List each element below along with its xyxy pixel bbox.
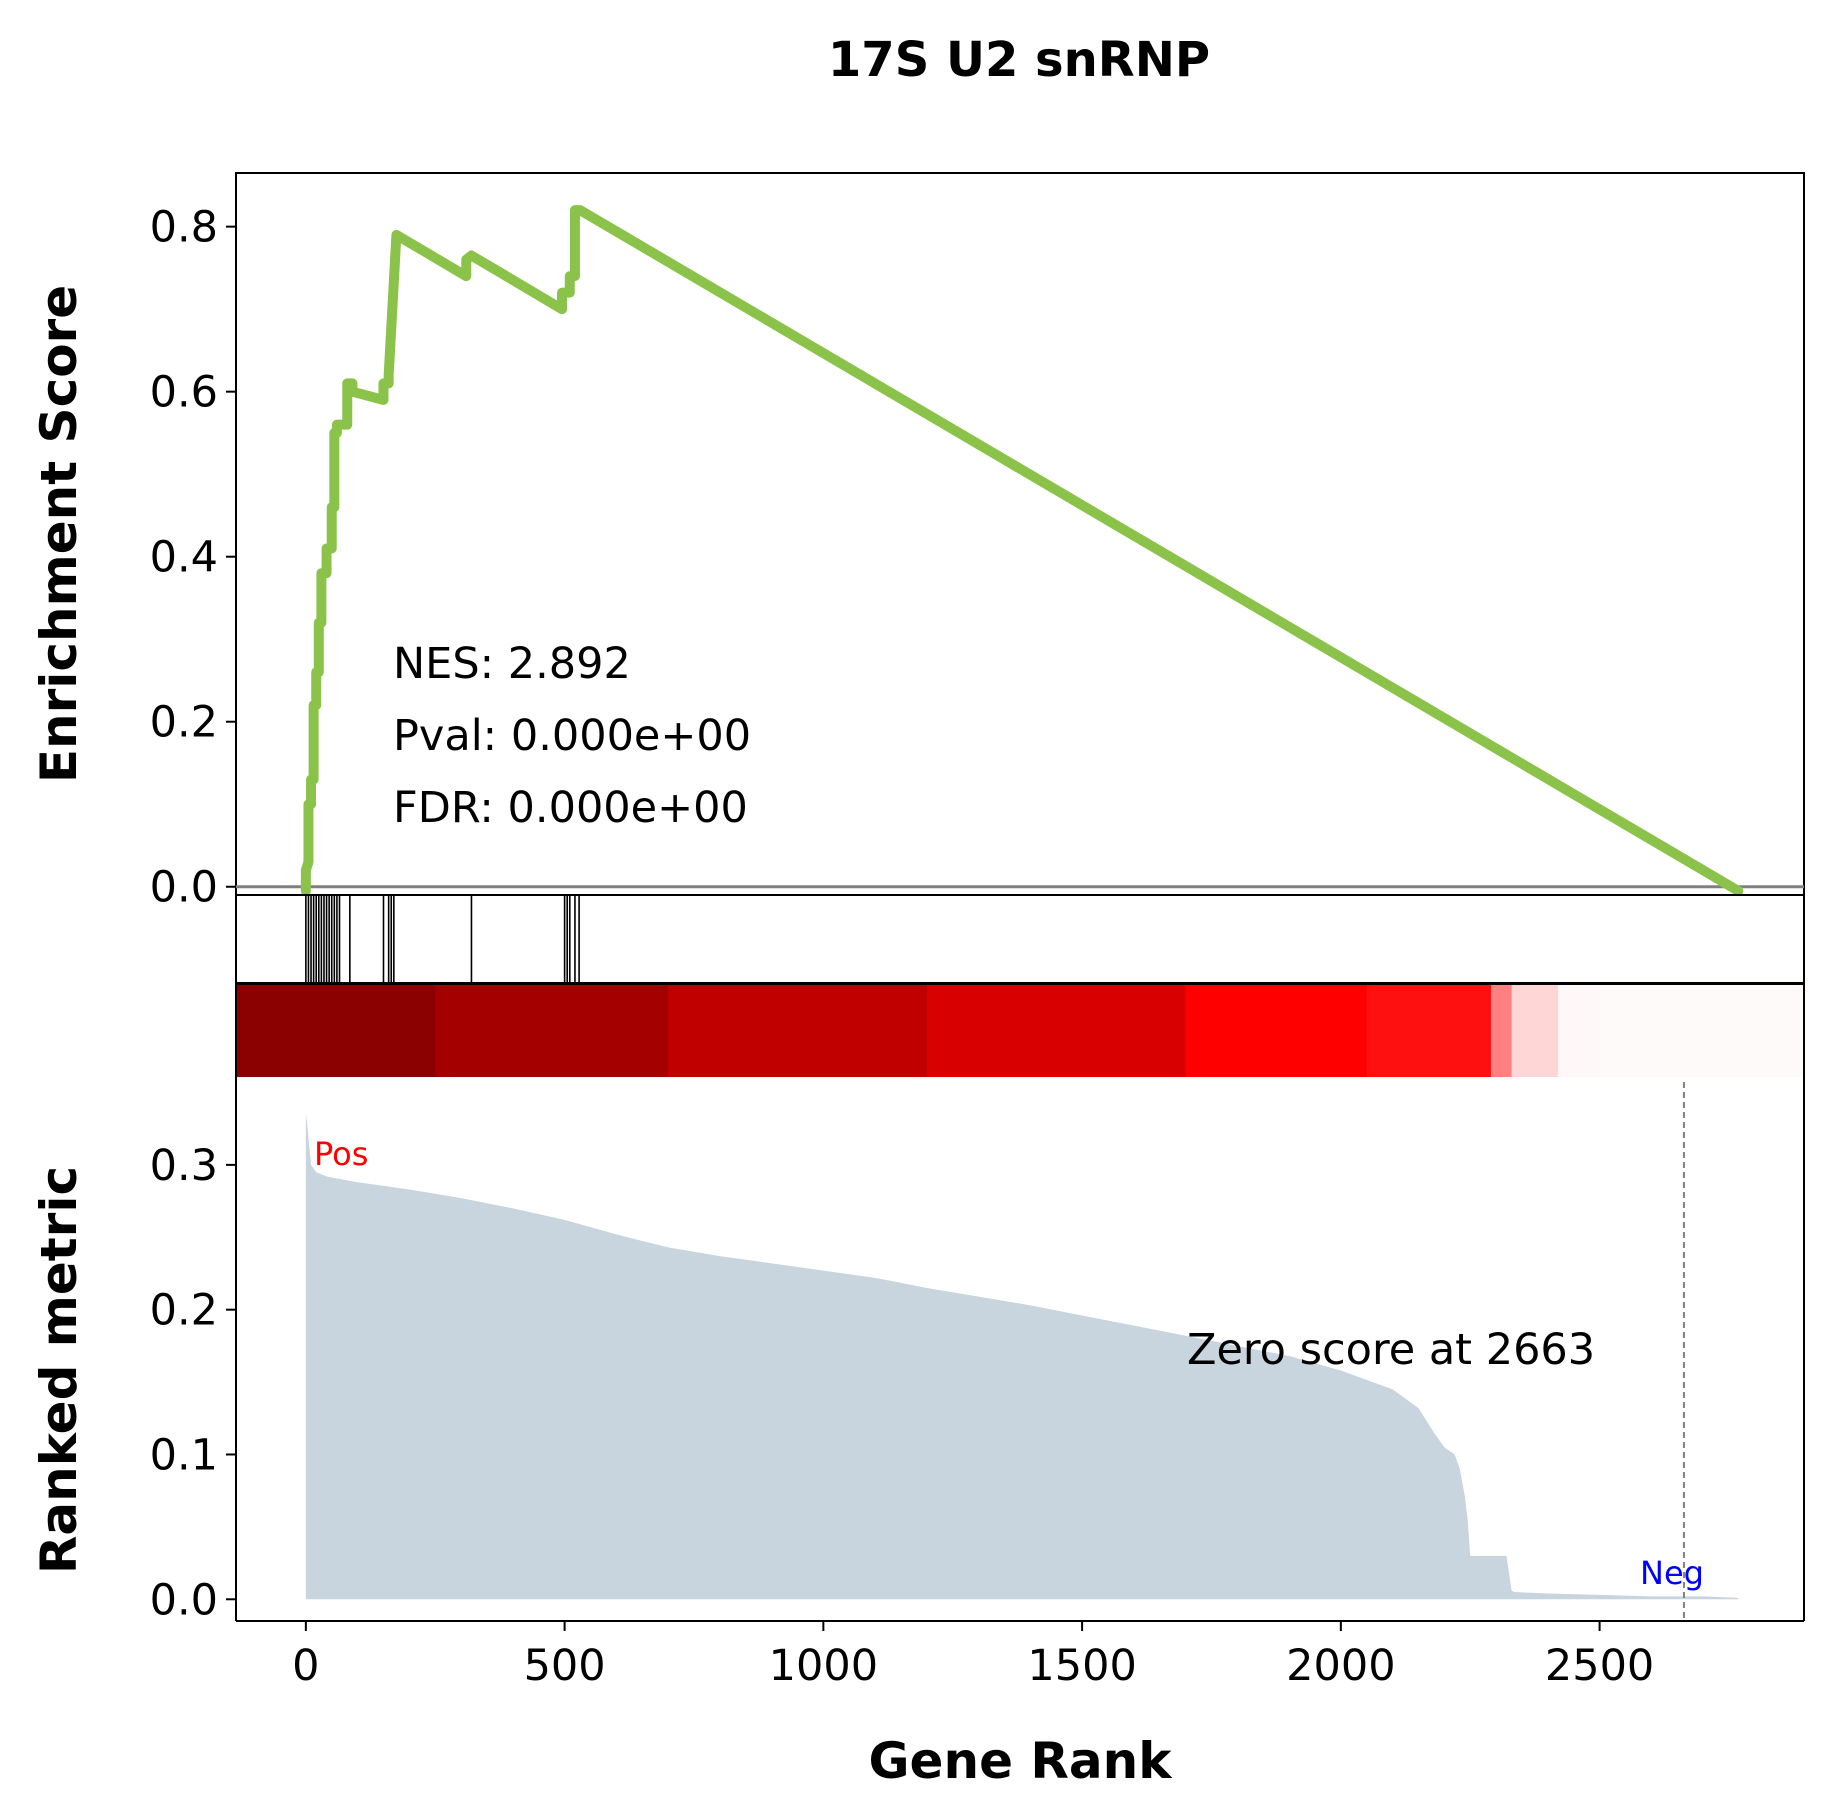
x-tick-label: 1000 <box>769 1641 878 1691</box>
colorbar-segment <box>1185 985 1368 1077</box>
colorbar-segment <box>1490 985 1513 1077</box>
gene-rank-x-axis: 0 500 1000 1500 2000 2500 <box>292 1621 1654 1691</box>
ranked-y-tick-label: 0.2 <box>150 1286 218 1336</box>
x-tick-label: 2000 <box>1286 1641 1395 1691</box>
colorbar-segment <box>1511 985 1559 1077</box>
nes-label: NES: 2.892 <box>393 639 631 689</box>
enrichment-y-tick-label: 0.4 <box>150 533 218 583</box>
x-tick-label: 500 <box>524 1641 606 1691</box>
x-tick-label: 2500 <box>1545 1641 1654 1691</box>
ranked-metric-y-axis: 0.0 0.1 0.2 0.3 <box>150 1141 236 1625</box>
colorbar-segment <box>926 985 1187 1077</box>
x-axis-label: Gene Rank <box>869 1732 1174 1790</box>
zero-score-label: Zero score at 2663 <box>1187 1325 1595 1375</box>
colorbar-segment <box>668 985 928 1077</box>
pval-label: Pval: 0.000e+00 <box>393 711 751 761</box>
ranked-metric-y-label: Ranked metric <box>30 1166 88 1574</box>
colorbar-segment <box>435 985 669 1077</box>
enrichment-y-tick-label: 0.6 <box>150 368 218 418</box>
enrichment-y-label: Enrichment Score <box>30 285 88 783</box>
enrichment-y-axis: 0.0 0.2 0.4 0.6 0.8 <box>150 203 236 913</box>
ranked-y-tick-label: 0.3 <box>150 1141 218 1191</box>
ranked-metric-panel: Zero score at 2663 Pos Neg 0.00.10.20.3 … <box>30 984 1805 1625</box>
x-tick-label: 0 <box>292 1641 319 1691</box>
enrichment-y-tick-label: 0.2 <box>150 698 218 748</box>
enrichment-y-tick-label: 0.8 <box>150 203 218 253</box>
colorbar-segment <box>236 985 436 1077</box>
chart-title: 17S U2 snRNP <box>828 32 1210 88</box>
fdr-label: FDR: 0.000e+00 <box>393 783 748 833</box>
hit-marker-panel <box>235 894 1805 984</box>
ranked-y-tick-label: 0.1 <box>150 1430 218 1480</box>
ranked-metric-area <box>305 1114 1739 1600</box>
neg-label: Neg <box>1640 1554 1704 1592</box>
enrichment-score-line <box>300 205 1744 896</box>
colorbar-segment <box>1366 985 1492 1077</box>
x-tick-label: 1500 <box>1027 1641 1136 1691</box>
ranked-y-tick-label: 0.0 <box>150 1575 218 1625</box>
rank-colorbar <box>236 983 1805 1077</box>
enrichment-y-tick-label: 0.0 <box>150 863 218 913</box>
enrichment-score-panel: 0.0 0.2 0.4 0.6 0.8 Enrichment Score NES: 2.… <box>30 172 1805 913</box>
colorbar-segment <box>1599 985 1805 1077</box>
pos-label: Pos <box>314 1135 368 1173</box>
colorbar-segment <box>1558 985 1601 1077</box>
